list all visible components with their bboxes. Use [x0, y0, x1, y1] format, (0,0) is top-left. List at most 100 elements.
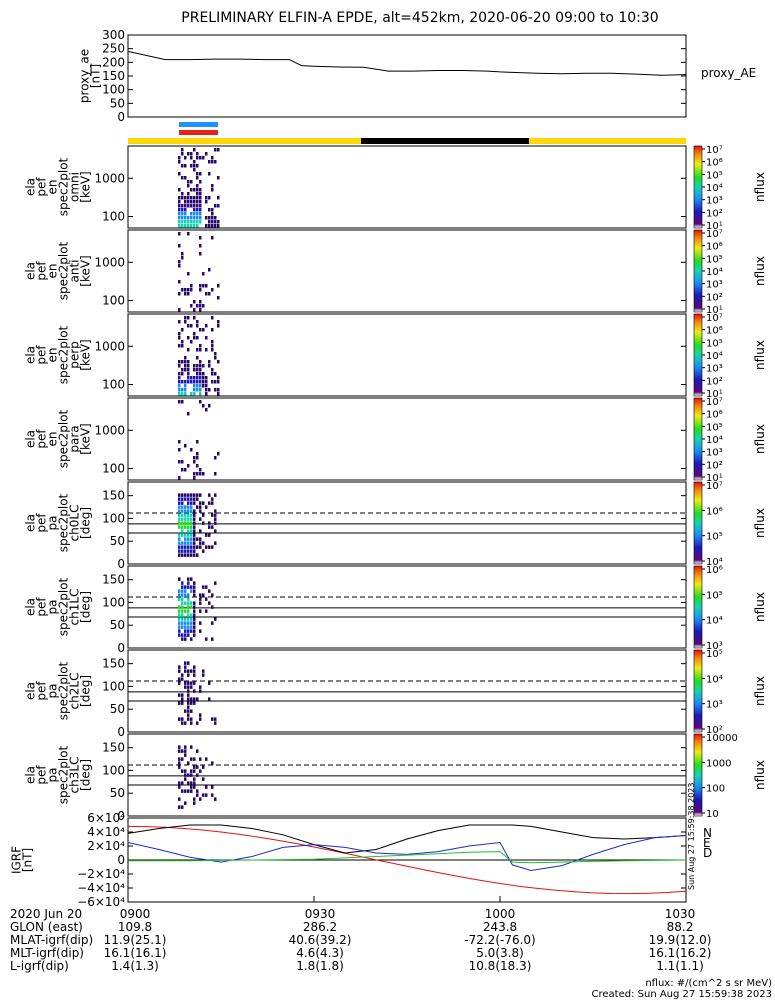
- ch0LC-cell: [187, 553, 190, 557]
- ch0LC-cell: [190, 549, 193, 553]
- ch2LC-cell: [193, 673, 196, 677]
- ch_omni-cell: [184, 220, 187, 224]
- ch0LC-ylabel-2: pa: [46, 516, 60, 531]
- ch2LC-cell: [196, 721, 199, 725]
- ch0LC-cell: [196, 553, 199, 557]
- ch0LC-cell: [187, 497, 190, 501]
- row-label-l: L-igrf(dip): [10, 959, 69, 973]
- ch1LC-cell: [193, 593, 196, 597]
- ch_anti-cell: [202, 272, 205, 276]
- ch_omni-cell: [187, 204, 190, 208]
- glon-3: 88.2: [667, 920, 694, 934]
- ch3LC-cell: [211, 761, 214, 765]
- ch_perp-cell: [181, 372, 184, 376]
- ch_anti-cell: [184, 292, 187, 296]
- ch_omni-cell: [193, 224, 196, 228]
- ch1LC-cell: [181, 617, 184, 621]
- ch1LC-cell: [178, 629, 181, 633]
- ch0LC-cell: [181, 549, 184, 553]
- ch_para-cell: [217, 452, 220, 456]
- ch_perp-cell: [190, 392, 193, 396]
- proxy-ae-yticklabel-5: 250: [102, 42, 125, 56]
- ch_para-frame: [127, 397, 687, 481]
- ch_para-cell: [187, 412, 190, 416]
- ch2LC-cell: [184, 665, 187, 669]
- ch1LC-cell: [190, 585, 193, 589]
- ch_omni-cell: [187, 216, 190, 220]
- ch1LC-cell: [187, 593, 190, 597]
- ch_omni-cell: [217, 204, 220, 208]
- ch1LC-cell: [181, 605, 184, 609]
- ch1LC-cell: [181, 633, 184, 637]
- ch2LC-cell: [193, 697, 196, 701]
- ch_perp-cell: [178, 320, 181, 324]
- ch_para-cbticklabel-1: 10²: [706, 460, 723, 471]
- ch3LC-cell: [178, 797, 181, 801]
- ch2LC-cell: [193, 681, 196, 685]
- ch_anti-cell: [199, 284, 202, 288]
- ch_anti-cell: [199, 244, 202, 248]
- ch_perp-cell: [217, 376, 220, 380]
- l-0: 1.4(1.3): [111, 959, 159, 973]
- ch2LC-cell: [181, 673, 184, 677]
- ch_anti-cell: [202, 284, 205, 288]
- ch_para-cbticklabel-3: 10⁴: [706, 435, 723, 446]
- ch3LC-cell: [187, 773, 190, 777]
- igrf-yticklabel-3: 0: [117, 853, 125, 867]
- ch_perp-cbticklabel-4: 10⁵: [706, 338, 723, 349]
- ch2LC-cell: [214, 717, 217, 721]
- ch3LC-cell: [193, 757, 196, 761]
- ch_para-cell: [196, 456, 199, 460]
- ch_anti-cell: [178, 260, 181, 264]
- ch2LC-ylabel-1: pef: [35, 681, 49, 701]
- ch_omni-cell: [178, 220, 181, 224]
- ch_omni-cell: [193, 164, 196, 168]
- ch_omni-cell: [196, 172, 199, 176]
- ch_perp-cell: [196, 356, 199, 360]
- igrf-line-N: [127, 824, 687, 854]
- ch0LC-cell: [190, 509, 193, 513]
- ch_omni-cell: [199, 208, 202, 212]
- blue-status-bar: [179, 122, 218, 127]
- ch2LC-cell: [199, 717, 202, 721]
- mlt-0: 16.1(16.1): [104, 946, 167, 960]
- ch_omni-cbticklabel-3: 10⁴: [706, 183, 723, 194]
- ch_anti-cell: [199, 252, 202, 256]
- ch2LC-cbticklabel-2: 10⁴: [706, 674, 723, 685]
- ch_omni-cell: [193, 208, 196, 212]
- ch1LC-colorbar: [693, 565, 703, 649]
- ch_omni-cell: [217, 224, 220, 228]
- ch_perp-cell: [196, 336, 199, 340]
- ch2LC-cell: [181, 693, 184, 697]
- ch_omni-cell: [193, 212, 196, 216]
- ch1LC-cell: [199, 593, 202, 597]
- ch_anti-cell: [187, 288, 190, 292]
- ch_omni-cell: [181, 196, 184, 200]
- ch_anti-ylabel-0: ela: [24, 262, 38, 280]
- ch_omni-cell: [196, 164, 199, 168]
- ch1LC-cell: [184, 625, 187, 629]
- ch_omni-cell: [190, 180, 193, 184]
- ch1LC-cell: [193, 605, 196, 609]
- ch_omni-cell: [196, 220, 199, 224]
- ch_anti-cell: [181, 252, 184, 256]
- ch2LC-cell: [190, 709, 193, 713]
- ch_omni-ylabel-1: pef: [35, 177, 49, 197]
- ch1LC-cell: [199, 629, 202, 633]
- ch_anti-cell: [178, 308, 181, 312]
- ch2LC-ylabel-4: ch2LC: [68, 673, 82, 710]
- ch1LC-cell: [187, 629, 190, 633]
- ch3LC-cblabel: nflux: [753, 760, 767, 790]
- ch_perp-cell: [187, 368, 190, 372]
- ch0LC-cell: [214, 493, 217, 497]
- ch0LC-cell: [184, 541, 187, 545]
- ch0LC-cell: [208, 533, 211, 537]
- ch1LC-cell: [193, 585, 196, 589]
- yellow-bar-left: [128, 138, 361, 144]
- igrf-legend-N: N: [703, 826, 712, 840]
- ch0LC-cell: [184, 525, 187, 529]
- ch1LC-cell: [202, 593, 205, 597]
- ch2LC-cell: [193, 669, 196, 673]
- ch_omni-cell: [196, 204, 199, 208]
- ch_perp-cell: [187, 376, 190, 380]
